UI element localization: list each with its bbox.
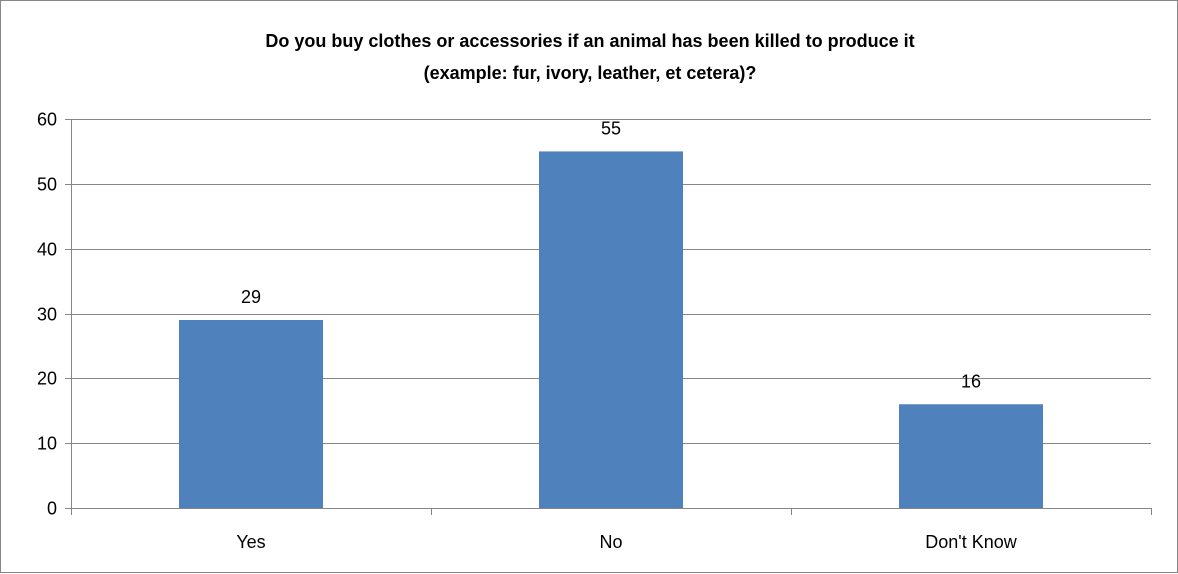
y-tick-label: 20 bbox=[37, 369, 57, 389]
bar-yes bbox=[179, 319, 323, 508]
y-tick-label: 50 bbox=[37, 175, 57, 195]
bar-don-t-know bbox=[899, 404, 1043, 508]
y-tick-label: 30 bbox=[37, 305, 57, 325]
y-tick-label: 10 bbox=[37, 434, 57, 454]
y-tick-label: 0 bbox=[47, 499, 57, 519]
y-tick-label: 60 bbox=[37, 110, 57, 130]
labels: 0 10 20 30 40 50 60 29 Yes 55 No 16 Don't Know bbox=[37, 110, 1018, 553]
bars bbox=[179, 151, 1043, 508]
data-label: 55 bbox=[601, 118, 621, 138]
chart-title: Do you buy clothes or accessories if an … bbox=[265, 31, 914, 51]
x-category-label: Yes bbox=[236, 532, 265, 552]
x-category-label: No bbox=[599, 532, 622, 552]
axes bbox=[65, 119, 1152, 515]
y-tick-label: 40 bbox=[37, 240, 57, 260]
data-label: 16 bbox=[961, 371, 981, 391]
bar-no bbox=[539, 151, 683, 508]
x-category-label: Don't Know bbox=[925, 532, 1017, 552]
data-label: 29 bbox=[241, 287, 261, 307]
chart-subtitle: (example: fur, ivory, leather, et cetera… bbox=[424, 63, 757, 83]
